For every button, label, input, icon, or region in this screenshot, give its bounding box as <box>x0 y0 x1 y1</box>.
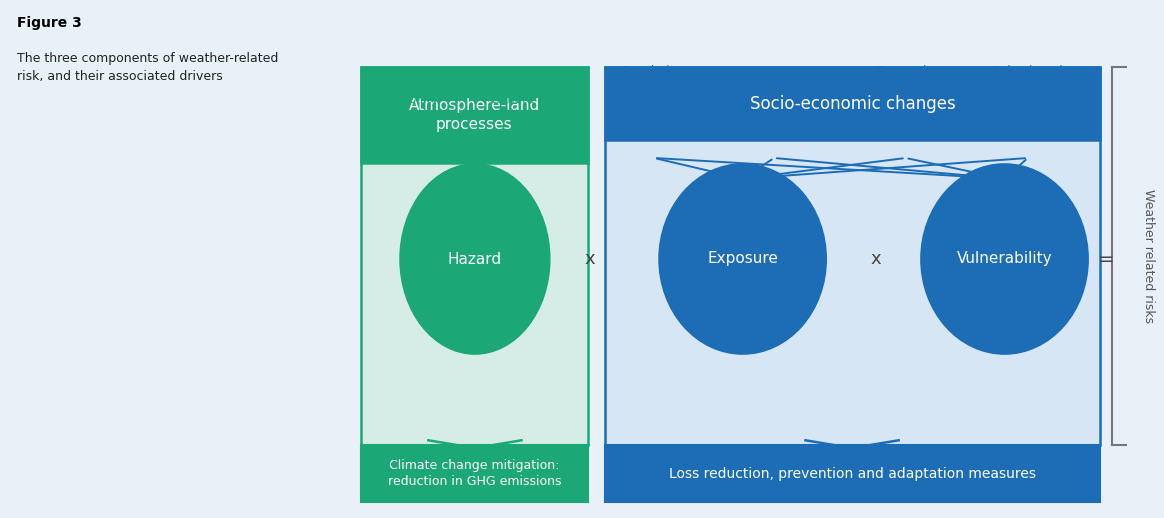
Text: Hazard: Hazard <box>448 252 502 266</box>
Ellipse shape <box>920 163 1090 355</box>
Text: Vulnerability: Vulnerability <box>957 252 1052 266</box>
Text: Loss reduction, prevention and adaptation measures: Loss reduction, prevention and adaptatio… <box>669 467 1036 481</box>
Bar <box>361 67 588 163</box>
Text: Population
growth: Population growth <box>623 65 686 93</box>
Text: Behavioural
changes: Behavioural changes <box>993 65 1063 93</box>
Text: Socio-economic changes: Socio-economic changes <box>750 95 956 112</box>
Text: Climate change mitigation:
reduction in GHG emissions: Climate change mitigation: reduction in … <box>388 459 561 488</box>
Bar <box>361 67 588 445</box>
Bar <box>605 445 1100 502</box>
Ellipse shape <box>399 163 551 355</box>
Text: Urbanisation: Urbanisation <box>737 80 811 93</box>
Text: Atmosphere-land
processes: Atmosphere-land processes <box>409 98 540 132</box>
Text: x: x <box>870 250 881 268</box>
Bar <box>605 67 1100 140</box>
Text: Exposure: Exposure <box>708 252 778 266</box>
Bar <box>361 445 588 502</box>
Text: Economic
development: Economic development <box>866 65 945 93</box>
Bar <box>605 67 1100 445</box>
Text: Weather related risks: Weather related risks <box>1142 190 1156 323</box>
Text: =: = <box>1098 250 1114 268</box>
Text: Natural
variability: Natural variability <box>381 78 439 106</box>
Text: x: x <box>584 250 596 268</box>
Ellipse shape <box>659 163 826 355</box>
Text: Anthropogenic
climate change: Anthropogenic climate change <box>490 78 581 106</box>
Text: The three components of weather-related
risk, and their associated drivers: The three components of weather-related … <box>17 52 279 83</box>
Text: Figure 3: Figure 3 <box>17 16 83 30</box>
